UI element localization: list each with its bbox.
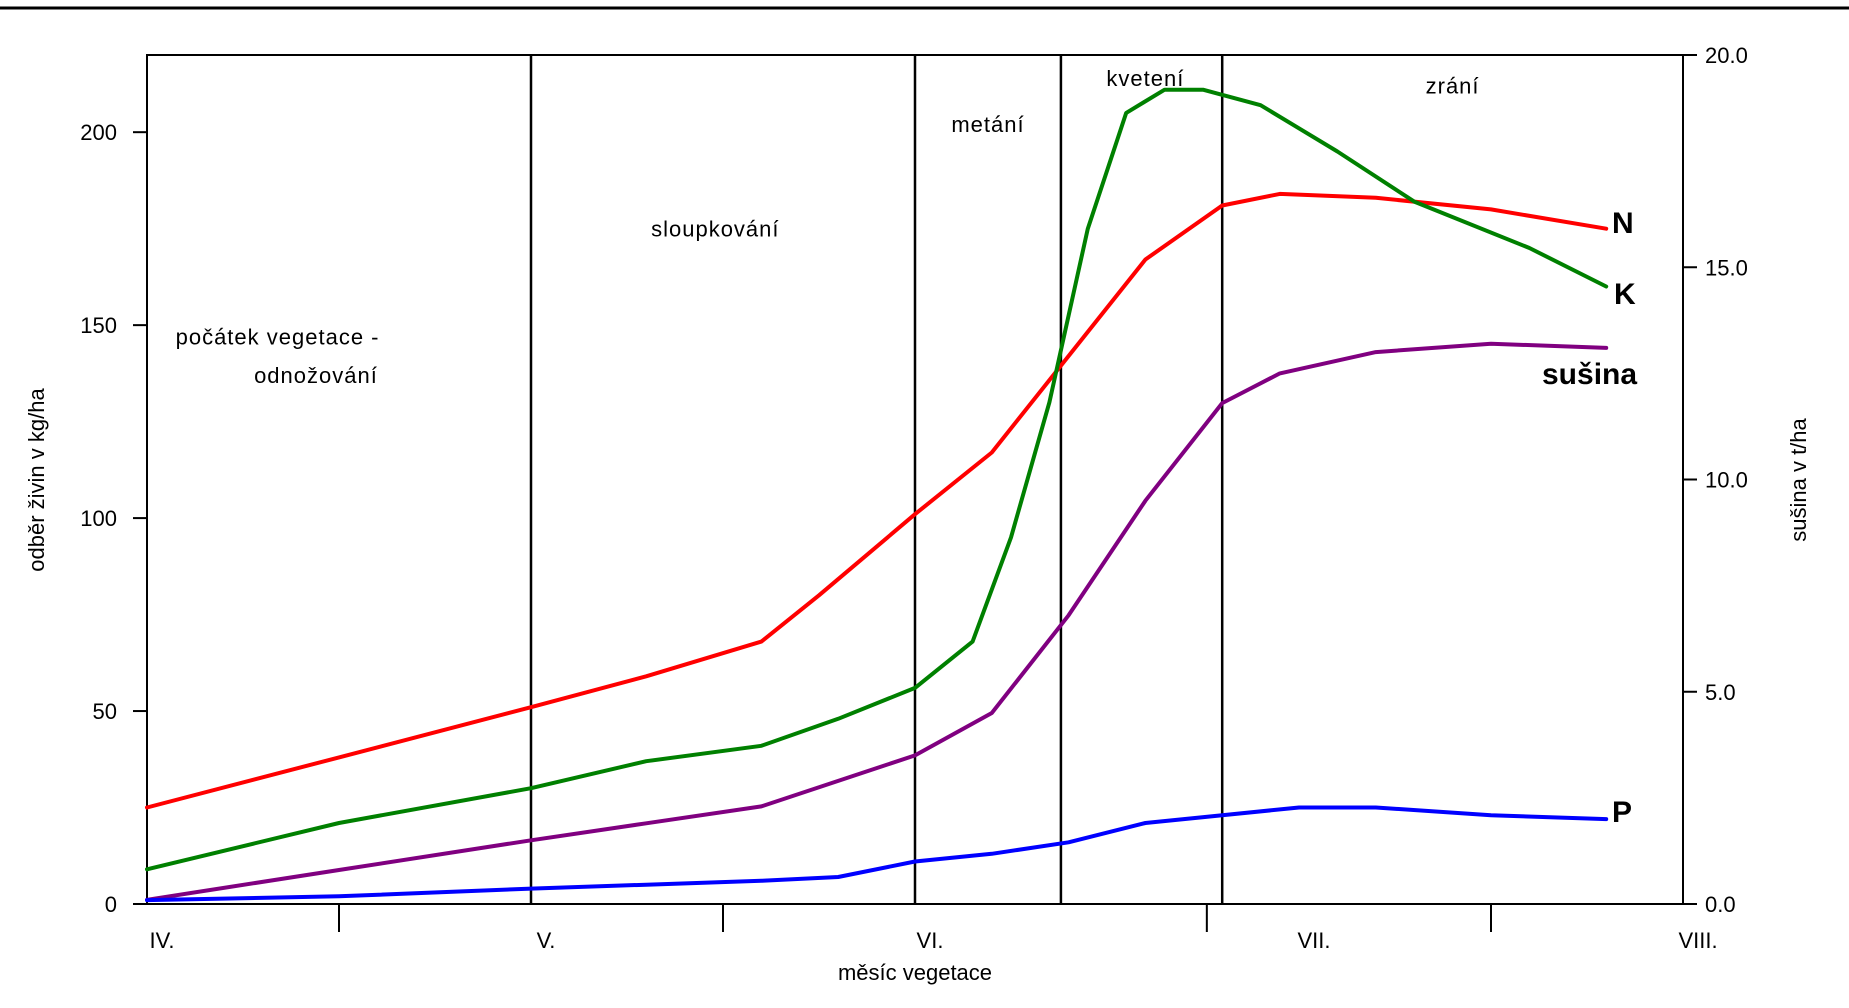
y-right-tick-label: 5.0 (1705, 680, 1736, 705)
y-left-tick-label: 0 (105, 892, 117, 917)
x-tick-label: VII. (1297, 928, 1330, 953)
y-right-tick-label: 0.0 (1705, 892, 1736, 917)
y-left-axis-title: odběr živin v kg/ha (24, 388, 49, 572)
series-label-p: P (1612, 796, 1632, 829)
x-axis-ticks: IV. V. VI. VII. VIII. (150, 904, 1718, 953)
y-left-tick-label: 100 (80, 506, 117, 531)
y-left-tick-label: 150 (80, 313, 117, 338)
phase-label: odnožování (254, 363, 378, 388)
y-left-axis-ticks: 0 50 100 150 200 (80, 120, 147, 917)
x-tick-label: V. (537, 928, 556, 953)
y-right-tick-label: 15.0 (1705, 255, 1748, 280)
series-line-n (145, 191, 1609, 810)
series-label-n: N (1612, 207, 1634, 240)
series-lines (145, 87, 1609, 903)
y-right-axis-title: sušina v t/ha (1786, 417, 1811, 541)
phase-label: kvetení (1106, 66, 1184, 91)
phase-label: zrání (1426, 74, 1480, 99)
series-label-k: K (1614, 278, 1636, 311)
y-left-tick-label: 200 (80, 120, 117, 145)
x-tick-label: IV. (150, 928, 175, 953)
series-line-susina (145, 341, 1609, 902)
series-line-k (145, 87, 1609, 872)
y-left-tick-label: 50 (93, 699, 117, 724)
phase-label: sloupkování (651, 216, 779, 241)
phase-labels: počátek vegetace - odnožování sloupkování m… (176, 66, 1480, 388)
y-right-tick-label: 20.0 (1705, 43, 1748, 68)
phase-label: metání (951, 112, 1024, 137)
series-label-susina: sušina (1542, 358, 1637, 391)
series-line-p (145, 805, 1609, 903)
phase-dividers (529, 55, 1224, 904)
x-tick-label: VIII. (1678, 928, 1717, 953)
x-axis-title: měsíc vegetace (838, 960, 992, 985)
y-right-axis-ticks: 0.0 5.0 10.0 15.0 20.0 (1683, 43, 1748, 917)
x-tick-label: VI. (917, 928, 944, 953)
y-right-tick-label: 10.0 (1705, 468, 1748, 493)
phase-label: počátek vegetace - (176, 324, 380, 349)
